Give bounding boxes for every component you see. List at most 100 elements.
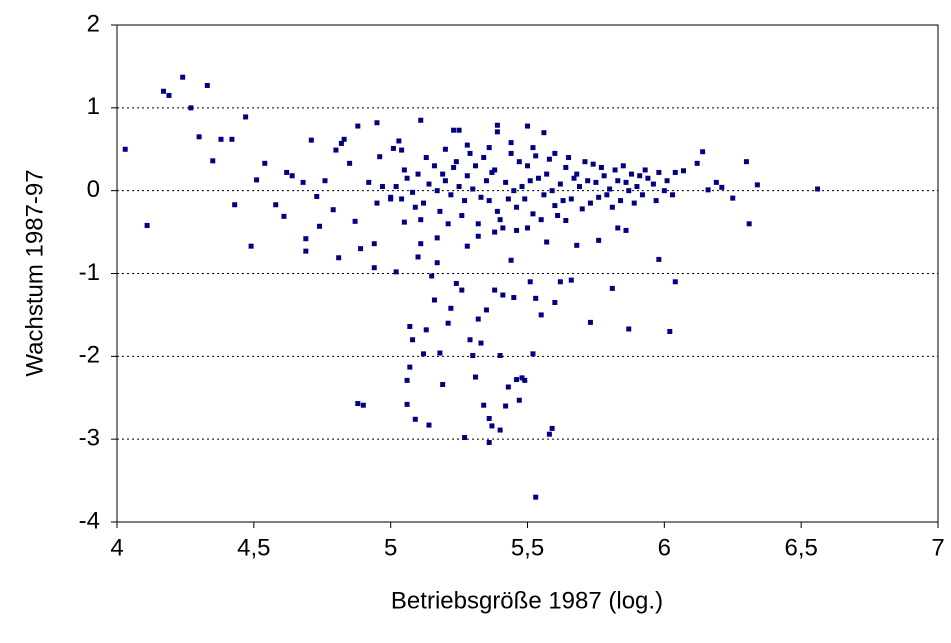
scatter-point xyxy=(494,208,500,214)
scatter-point xyxy=(508,150,514,156)
scatter-point xyxy=(459,213,465,219)
scatter-point xyxy=(541,192,547,198)
scatter-point xyxy=(544,239,550,245)
scatter-point xyxy=(530,351,536,357)
scatter-point xyxy=(516,159,522,165)
x-tick-label: 7 xyxy=(931,534,944,561)
x-tick-label: 5,5 xyxy=(511,534,544,561)
scatter-point xyxy=(519,375,525,381)
scatter-point xyxy=(719,184,725,190)
scatter-point xyxy=(426,181,432,187)
scatter-point xyxy=(492,287,498,293)
scatter-point xyxy=(511,295,517,301)
scatter-point xyxy=(248,243,254,249)
scatter-point xyxy=(317,223,323,229)
scatter-point xyxy=(303,236,309,242)
scatter-point xyxy=(527,178,533,184)
scatter-point xyxy=(609,204,615,210)
scatter-point xyxy=(421,200,427,206)
scatter-point xyxy=(300,179,306,185)
scatter-point xyxy=(399,196,405,202)
scatter-point xyxy=(418,241,424,247)
scatter-point xyxy=(486,415,492,421)
scatter-point xyxy=(218,136,224,142)
scatter-point xyxy=(399,147,405,153)
scatter-point xyxy=(470,353,476,359)
scatter-point xyxy=(503,179,509,185)
scatter-point xyxy=(483,178,489,184)
scatter-point xyxy=(355,401,361,407)
scatter-point xyxy=(464,243,470,249)
scatter-point xyxy=(489,169,495,175)
y-tick-label: -3 xyxy=(79,425,100,452)
scatter-point xyxy=(393,184,399,190)
scatter-point xyxy=(473,374,479,380)
y-tick-label: 2 xyxy=(87,10,100,37)
scatter-point xyxy=(489,423,495,429)
scatter-point xyxy=(530,211,536,217)
scatter-point xyxy=(533,295,539,301)
scatter-point xyxy=(464,142,470,148)
scatter-point xyxy=(374,120,380,126)
scatter-point xyxy=(557,181,563,187)
scatter-point xyxy=(514,204,520,210)
scatter-point xyxy=(656,169,662,175)
scatter-point xyxy=(281,213,287,219)
scatter-point xyxy=(596,194,602,200)
scatter-point xyxy=(494,122,500,128)
scatter-point xyxy=(483,307,489,313)
scatter-point xyxy=(508,140,514,146)
scatter-point xyxy=(431,297,437,303)
scatter-point xyxy=(475,221,481,227)
scatter-point xyxy=(314,193,320,199)
scatter-point xyxy=(576,184,582,190)
scatter-point xyxy=(347,160,353,166)
scatter-point xyxy=(533,494,539,500)
scatter-point xyxy=(574,171,580,177)
scatter-point xyxy=(467,337,473,343)
scatter-point xyxy=(519,184,525,190)
scatter-point xyxy=(232,202,238,208)
scatter-point xyxy=(598,164,604,170)
scatter-point xyxy=(568,277,574,283)
scatter-point xyxy=(486,145,492,151)
scatter-point xyxy=(341,136,347,142)
scatter-point xyxy=(555,213,561,219)
scatter-point xyxy=(700,149,706,155)
scatter-point xyxy=(415,254,421,260)
scatter-point xyxy=(525,163,530,169)
scatter-point xyxy=(623,179,629,185)
scatter-point xyxy=(180,74,186,80)
scatter-point xyxy=(423,327,429,333)
scatter-point xyxy=(453,280,459,286)
scatter-point xyxy=(667,328,673,334)
scatter-point xyxy=(590,161,596,167)
scatter-point xyxy=(525,123,530,129)
scatter-point xyxy=(541,130,547,136)
scatter-point xyxy=(423,155,429,161)
scatter-point xyxy=(243,114,249,120)
scatter-point xyxy=(500,225,506,231)
scatter-point xyxy=(429,273,435,279)
scatter-point xyxy=(451,164,457,170)
scatter-point xyxy=(552,203,558,209)
scatter-point xyxy=(371,265,377,271)
scatter-point xyxy=(815,186,821,192)
scatter-point xyxy=(188,105,194,111)
scatter-point xyxy=(333,147,339,153)
scatter-point xyxy=(262,160,268,166)
scatter-point xyxy=(254,177,260,183)
scatter-point xyxy=(626,188,632,194)
scatter-point xyxy=(566,155,572,161)
scatter-point xyxy=(273,202,279,208)
scatter-point xyxy=(122,146,128,152)
scatter-point xyxy=(579,206,585,212)
scatter-point xyxy=(574,242,580,248)
scatter-point xyxy=(730,195,736,201)
scatter-point xyxy=(434,235,440,241)
scatter-point xyxy=(620,163,626,169)
scatter-point xyxy=(645,175,651,181)
scatter-point xyxy=(672,169,678,175)
scatter-point xyxy=(505,196,511,202)
scatter-point xyxy=(563,164,569,170)
